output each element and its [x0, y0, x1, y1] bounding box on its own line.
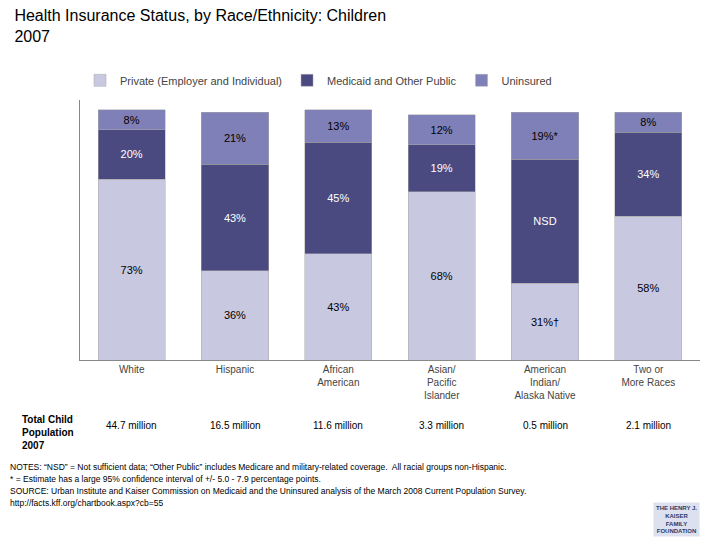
- svg-text:8%: 8%: [640, 116, 656, 128]
- svg-text:NSD: NSD: [533, 215, 556, 227]
- svg-text:SOURCE: Urban Institute and Ka: SOURCE: Urban Institute and Kaiser Commi…: [10, 486, 526, 496]
- svg-text:20%: 20%: [121, 148, 143, 160]
- svg-text:11.6 million: 11.6 million: [313, 420, 363, 431]
- svg-text:68%: 68%: [431, 270, 453, 282]
- svg-text:13%: 13%: [327, 120, 349, 132]
- svg-text:http://facts.kff.org/chartbook: http://facts.kff.org/chartbook.aspx?cb=5…: [10, 498, 163, 508]
- svg-text:31%†: 31%†: [531, 316, 559, 328]
- svg-text:Hispanic: Hispanic: [216, 364, 254, 375]
- svg-text:2.1 million: 2.1 million: [626, 420, 671, 431]
- svg-text:AmericanIndian/Alaska Native: AmericanIndian/Alaska Native: [514, 364, 576, 401]
- svg-text:19%: 19%: [431, 162, 453, 174]
- svg-text:THE HENRY J.KAISERFAMILYFOUNDA: THE HENRY J.KAISERFAMILYFOUNDATION: [656, 505, 697, 534]
- svg-text:16.5 million: 16.5 million: [210, 420, 261, 431]
- svg-text:3.3 million: 3.3 million: [419, 420, 464, 431]
- svg-text:Health Insurance Status, by Ra: Health Insurance Status, by Race/Ethnici…: [14, 7, 386, 45]
- svg-text:12%: 12%: [431, 124, 453, 136]
- svg-text:43%: 43%: [327, 301, 349, 313]
- svg-text:44.7 million: 44.7 million: [106, 420, 157, 431]
- svg-text:0.5 million: 0.5 million: [523, 420, 568, 431]
- svg-text:Two orMore Races: Two orMore Races: [621, 364, 675, 388]
- svg-text:Total ChildPopulation2007: Total ChildPopulation2007: [22, 414, 74, 451]
- svg-text:73%: 73%: [121, 264, 143, 276]
- svg-text:43%: 43%: [224, 212, 246, 224]
- svg-text:8%: 8%: [124, 114, 140, 126]
- svg-text:45%: 45%: [327, 192, 349, 204]
- svg-text:* = Estimate has a large 95% c: * = Estimate has a large 95% confidence …: [10, 474, 321, 484]
- svg-text:AfricanAmerican: AfricanAmerican: [317, 364, 359, 388]
- svg-text:21%: 21%: [224, 132, 246, 144]
- svg-text:19%*: 19%*: [531, 130, 558, 142]
- svg-text:Private (Employer and Individu: Private (Employer and Individual): [120, 75, 282, 87]
- svg-text:34%: 34%: [637, 168, 659, 180]
- svg-text:58%: 58%: [637, 282, 659, 294]
- svg-text:White: White: [119, 364, 145, 375]
- svg-text:Medicaid and Other Public: Medicaid and Other Public: [327, 75, 457, 87]
- svg-text:36%: 36%: [224, 309, 246, 321]
- svg-text:Asian/PacificIslander: Asian/PacificIslander: [424, 364, 460, 401]
- svg-text:NOTES: “NSD” = Not sufficient: NOTES: “NSD” = Not sufficient data; “Oth…: [10, 462, 507, 472]
- svg-text:Uninsured: Uninsured: [502, 75, 552, 87]
